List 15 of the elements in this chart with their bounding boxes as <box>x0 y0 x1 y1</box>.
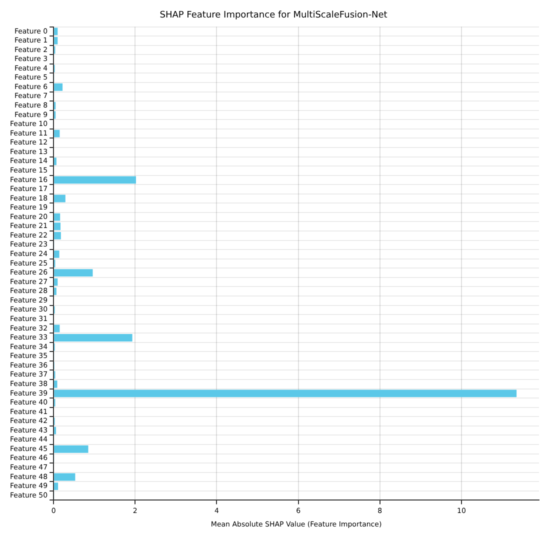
chart-title: SHAP Feature Importance for MultiScaleFusion-Net <box>160 10 388 21</box>
bar <box>54 232 61 240</box>
bar <box>54 250 60 258</box>
bar <box>54 130 60 138</box>
bar <box>54 482 58 490</box>
bar <box>54 334 132 342</box>
bar <box>54 83 63 91</box>
bar <box>54 194 66 202</box>
bar <box>54 28 58 36</box>
bar <box>54 473 76 481</box>
bar <box>54 445 88 453</box>
bar <box>54 37 58 44</box>
bar <box>54 324 60 332</box>
bar <box>54 269 93 276</box>
bar <box>54 176 136 184</box>
